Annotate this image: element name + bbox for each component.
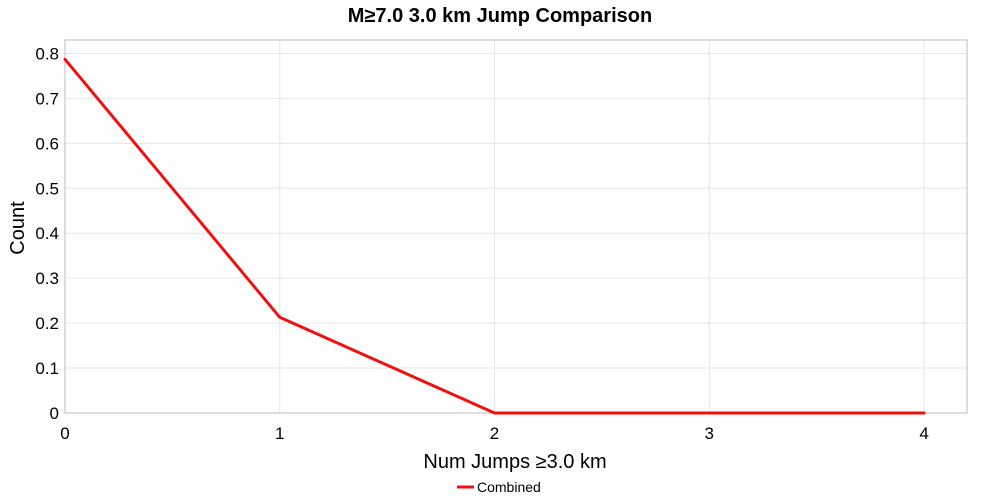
data-point [278, 315, 282, 319]
y-tick-label: 0.7 [35, 89, 59, 108]
y-tick-label: 0.1 [35, 359, 59, 378]
data-point [493, 411, 497, 415]
series-layer [63, 57, 926, 415]
plot-frame [64, 39, 968, 414]
x-tick-label: 0 [60, 424, 69, 443]
y-tick-label: 0.8 [35, 44, 59, 63]
data-point [707, 411, 711, 415]
y-tick-label: 0 [50, 404, 59, 423]
y-tick-label: 0.5 [35, 179, 59, 198]
x-tick-label: 2 [490, 424, 499, 443]
y-tick-label: 0.6 [35, 134, 59, 153]
chart-title: M≥7.0 3.0 km Jump Comparison [348, 5, 652, 27]
x-axis-ticks: 0 1 2 3 4 [60, 424, 929, 443]
legend-label-combined: Combined [477, 479, 541, 495]
y-axis-label: Count [7, 201, 29, 255]
y-tick-label: 0.4 [35, 224, 59, 243]
data-point [922, 411, 926, 415]
x-axis-label: Num Jumps ≥3.0 km [423, 451, 606, 473]
x-tick-label: 3 [705, 424, 714, 443]
x-tick-label: 4 [919, 424, 928, 443]
y-tick-label: 0.2 [35, 314, 59, 333]
x-tick-label: 1 [275, 424, 284, 443]
y-axis-ticks: 0 0.1 0.2 0.3 0.4 0.5 0.6 0.7 0.8 [35, 44, 59, 423]
legend: Combined [457, 479, 541, 495]
grid [65, 40, 967, 413]
y-tick-label: 0.3 [35, 269, 59, 288]
data-point [63, 57, 67, 61]
